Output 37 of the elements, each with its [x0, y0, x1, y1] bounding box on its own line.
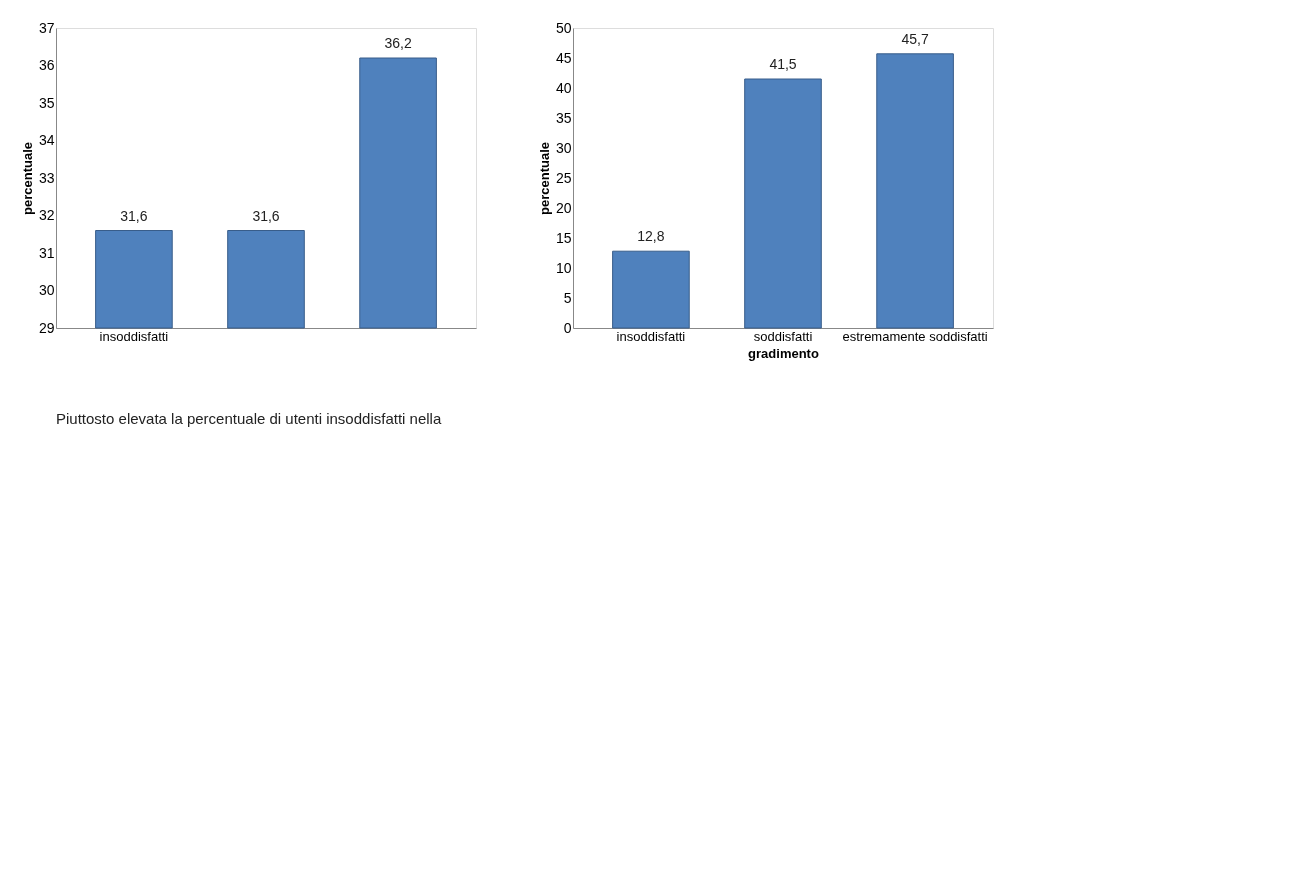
x-tick-label: insoddisfatti — [616, 328, 686, 344]
x-axis-title: gradimento — [748, 345, 819, 361]
y-tick-label: 50 — [555, 19, 572, 36]
bar — [876, 53, 954, 329]
y-axis-title: percentuale — [536, 142, 552, 215]
y-tick-label: 30 — [38, 282, 55, 298]
y-tick-label: 31 — [38, 244, 55, 261]
y-tick-label: 20 — [555, 199, 572, 216]
y-tick-label: 37 — [38, 19, 55, 36]
data-label: 31,6 — [252, 207, 280, 224]
y-tick-label: 15 — [555, 229, 572, 246]
data-label: 41,5 — [769, 56, 797, 72]
bar — [612, 250, 690, 329]
data-label: 36,2 — [384, 35, 412, 51]
y-tick-label: 25 — [555, 169, 572, 186]
y-tick-label: 10 — [555, 259, 572, 276]
y-axis-title: percentuale — [19, 142, 35, 215]
x-tick-label: insoddisfatti — [99, 328, 169, 344]
y-tick-label: 33 — [38, 169, 55, 186]
y-tick-label: 0 — [563, 319, 572, 336]
data-label: 12,8 — [637, 228, 665, 245]
y-tick-label: 5 — [563, 289, 572, 306]
text: Piuttosto elevata la percentuale di utenti insoddisfatti nella — [56, 410, 442, 427]
data-label: 31,6 — [120, 207, 148, 224]
y-tick-label: 36 — [38, 57, 55, 73]
data-label: 45,7 — [901, 30, 929, 47]
x-tick-label: estremamente soddisfatti — [842, 328, 988, 344]
y-tick-label: 30 — [555, 139, 572, 156]
y-tick-label: 34 — [38, 132, 55, 148]
y-tick-label: 29 — [38, 319, 55, 336]
x-tick-label: soddisfatti — [753, 328, 813, 344]
y-tick-label: 35 — [555, 109, 572, 126]
y-tick-label: 45 — [555, 49, 572, 66]
y-tick-label: 35 — [38, 94, 55, 111]
bar — [744, 78, 822, 329]
y-tick-label: 40 — [555, 79, 572, 96]
y-tick-label: 32 — [38, 207, 55, 223]
